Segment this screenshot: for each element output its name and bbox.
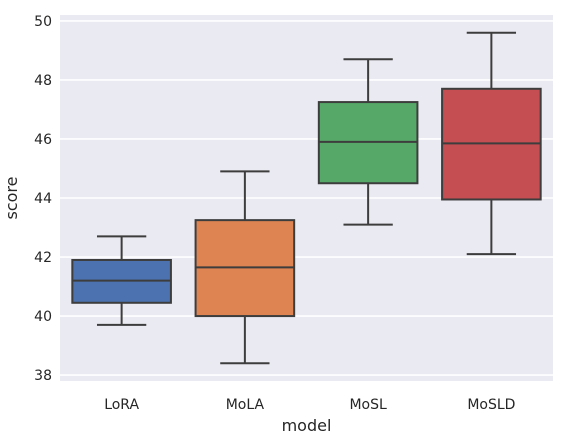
box-mosld bbox=[441, 31, 542, 256]
x-tick-mosl: MoSL bbox=[349, 397, 387, 413]
x-tick-labels: LoRA MoLA MoSL MoSLD bbox=[104, 397, 515, 413]
grid-lines bbox=[60, 20, 553, 376]
y-tick-labels: 38 40 42 44 46 48 50 bbox=[34, 14, 52, 384]
y-tick-44: 44 bbox=[34, 191, 52, 207]
x-tick-mosld: MoSLD bbox=[467, 397, 515, 413]
box-mola bbox=[194, 170, 296, 365]
y-axis-label: score bbox=[2, 177, 21, 220]
y-tick-42: 42 bbox=[34, 250, 52, 266]
x-tick-mola: MoLA bbox=[226, 397, 265, 413]
box-mosl bbox=[317, 58, 419, 226]
y-tick-38: 38 bbox=[34, 368, 52, 384]
y-tick-40: 40 bbox=[34, 309, 52, 325]
y-tick-50: 50 bbox=[34, 14, 52, 30]
x-tick-lora: LoRA bbox=[104, 397, 139, 413]
x-axis-label: model bbox=[282, 416, 332, 434]
y-tick-48: 48 bbox=[34, 73, 52, 89]
boxes bbox=[71, 31, 542, 365]
box-lora bbox=[71, 235, 172, 326]
y-tick-46: 46 bbox=[34, 132, 52, 148]
